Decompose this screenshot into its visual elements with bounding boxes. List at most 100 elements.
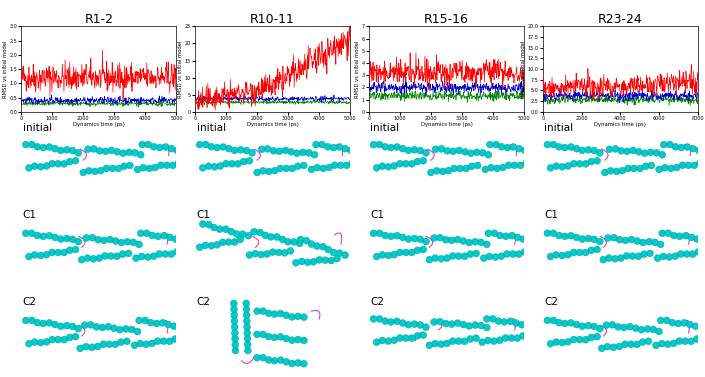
Circle shape [431,319,438,325]
Circle shape [370,141,377,148]
Circle shape [172,336,178,342]
Circle shape [544,317,551,324]
Circle shape [388,233,394,240]
Circle shape [106,236,114,243]
Circle shape [639,239,646,246]
Circle shape [348,147,355,154]
Circle shape [467,150,474,156]
Circle shape [601,169,608,176]
Text: C1: C1 [197,210,211,220]
Circle shape [135,241,142,248]
Circle shape [149,232,156,239]
Circle shape [379,337,386,344]
Y-axis label: RMSD vs initial model: RMSD vs initial model [178,40,183,98]
Circle shape [585,322,591,329]
Circle shape [522,160,529,167]
Circle shape [166,234,173,241]
Circle shape [55,336,61,343]
Circle shape [634,341,640,348]
Circle shape [180,159,188,166]
Circle shape [55,249,61,256]
Circle shape [211,224,217,231]
Circle shape [271,334,278,341]
Circle shape [466,323,472,329]
Circle shape [262,232,269,239]
Circle shape [82,343,90,350]
Circle shape [246,157,253,164]
Circle shape [689,145,697,152]
Circle shape [393,318,400,325]
Circle shape [682,232,689,239]
Circle shape [99,324,106,331]
Circle shape [450,148,457,155]
Circle shape [188,325,195,332]
Circle shape [295,313,302,320]
Circle shape [568,144,575,150]
Circle shape [34,319,41,326]
Circle shape [97,167,104,174]
Text: C2: C2 [370,297,384,307]
Circle shape [258,146,265,153]
Circle shape [266,168,272,175]
Circle shape [152,164,159,171]
Circle shape [244,341,251,348]
Circle shape [460,238,467,244]
Circle shape [139,141,146,148]
Circle shape [594,333,601,340]
Circle shape [385,338,392,345]
Circle shape [550,141,557,148]
Circle shape [184,236,191,243]
Circle shape [596,238,603,245]
Circle shape [520,236,527,242]
Circle shape [124,238,131,245]
Circle shape [411,146,418,153]
Circle shape [31,251,38,258]
Circle shape [634,238,641,244]
Title: R23-24: R23-24 [598,14,643,26]
Circle shape [128,326,135,333]
Circle shape [157,144,163,151]
Circle shape [615,323,621,330]
Circle shape [503,233,509,240]
Circle shape [484,316,490,322]
Circle shape [283,165,290,172]
Circle shape [171,323,178,329]
Circle shape [556,319,563,326]
Circle shape [254,354,261,361]
Circle shape [355,159,362,166]
Circle shape [271,311,278,317]
Circle shape [642,150,648,156]
Circle shape [125,250,132,257]
Circle shape [328,257,335,264]
Circle shape [93,323,100,330]
Circle shape [514,335,521,342]
Circle shape [235,160,241,167]
Circle shape [164,162,170,169]
Circle shape [462,149,468,155]
Circle shape [293,150,300,156]
Circle shape [183,323,190,330]
Circle shape [232,341,239,348]
Circle shape [455,253,462,259]
Circle shape [72,246,79,253]
Circle shape [63,235,70,242]
Circle shape [403,335,409,342]
Circle shape [72,333,79,340]
Y-axis label: RMSD vs initial model: RMSD vs initial model [3,40,8,98]
Circle shape [162,251,168,257]
Circle shape [57,236,64,242]
Circle shape [34,232,41,239]
Circle shape [496,337,503,344]
Circle shape [360,147,367,154]
Circle shape [454,236,461,243]
Circle shape [417,322,424,328]
Circle shape [295,336,302,343]
Circle shape [532,236,539,243]
Circle shape [672,253,679,260]
Circle shape [502,335,509,342]
Circle shape [102,148,109,155]
Circle shape [510,144,517,150]
Circle shape [443,340,450,347]
Circle shape [51,145,59,152]
Circle shape [650,326,657,333]
